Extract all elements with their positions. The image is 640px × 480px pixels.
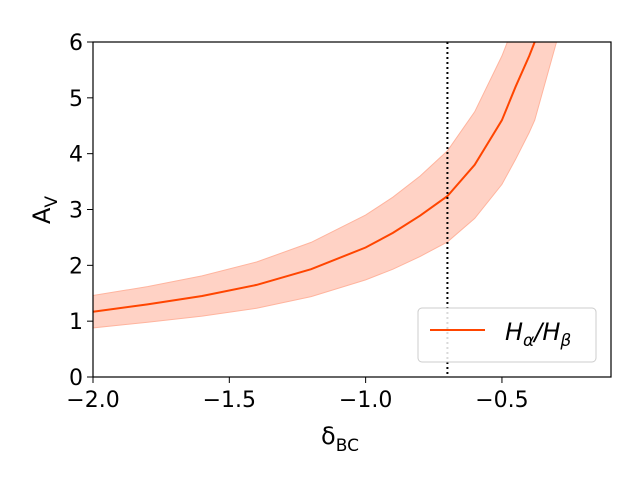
line-layer xyxy=(92,41,536,313)
y-tick-label: 4 xyxy=(69,143,83,168)
y-tick-label: 0 xyxy=(69,366,83,391)
x-tick-label: −1.5 xyxy=(203,388,256,413)
legend-label: Hα/Hβ xyxy=(505,318,571,351)
series-line xyxy=(92,41,536,313)
x-axis-label: δBC xyxy=(321,422,359,456)
confidence-band xyxy=(92,41,558,329)
band-layer xyxy=(92,41,558,329)
y-tick-label: 3 xyxy=(69,199,83,224)
legend: Hα/Hβ xyxy=(417,307,597,363)
x-ticks: −2.0 −1.5 −1.0 −0.5 xyxy=(66,377,529,413)
y-tick-label: 5 xyxy=(69,87,83,112)
y-axis-label: AV xyxy=(28,196,62,224)
y-tick-label: 1 xyxy=(69,310,83,335)
x-tick-label: −1.0 xyxy=(339,388,392,413)
x-tick-label: −2.0 xyxy=(66,388,119,413)
y-ticks: 0 1 2 3 4 5 6 xyxy=(69,31,93,391)
x-tick-label: −0.5 xyxy=(475,388,528,413)
legend-box xyxy=(417,307,597,363)
y-tick-label: 6 xyxy=(69,31,83,56)
y-tick-label: 2 xyxy=(69,254,83,279)
